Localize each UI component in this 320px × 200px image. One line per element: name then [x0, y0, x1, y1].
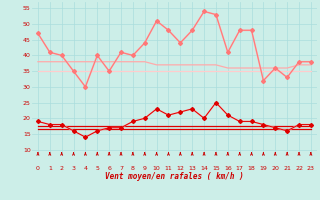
X-axis label: Vent moyen/en rafales ( km/h ): Vent moyen/en rafales ( km/h ): [105, 172, 244, 181]
